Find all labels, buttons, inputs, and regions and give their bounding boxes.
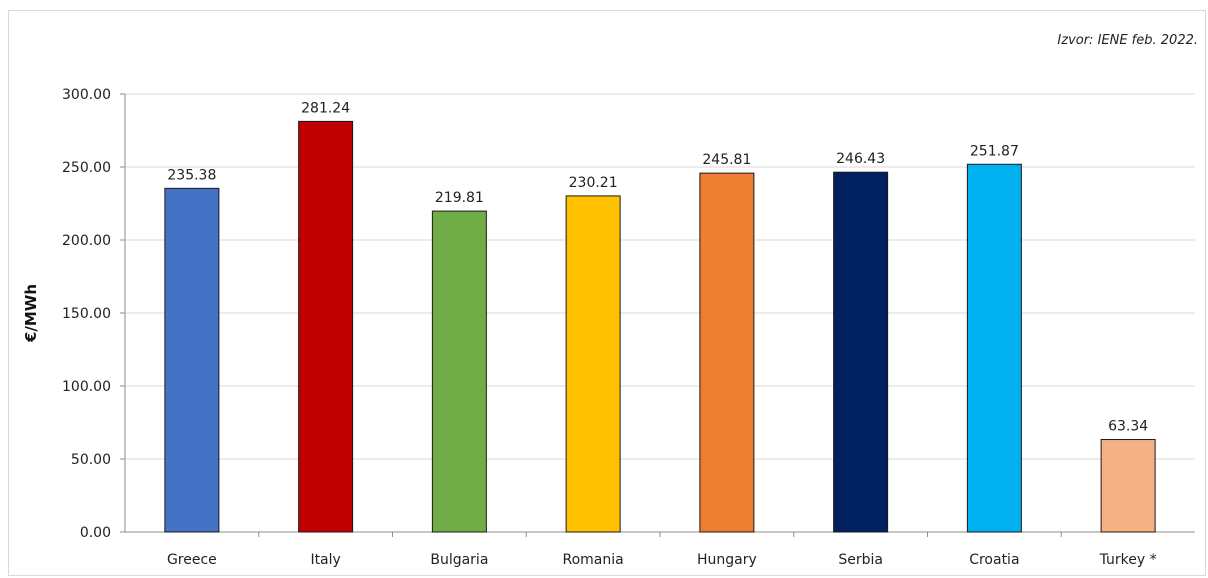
category-label: Turkey *	[1099, 552, 1157, 568]
data-label: 246.43	[836, 151, 885, 167]
y-tick-label: 300.00	[62, 87, 111, 103]
y-axis-ticks: 0.00 50.00 100.00 150.00 200.00 250.00 300.00	[62, 87, 111, 541]
data-label: 219.81	[435, 190, 484, 206]
data-label: 230.21	[569, 175, 618, 191]
x-axis-categories: Greece Italy Bulgaria Romania Hungary Serbia C…	[167, 552, 1157, 568]
data-label: 251.87	[970, 143, 1019, 159]
y-tick-label: 100.00	[62, 379, 111, 395]
data-label: 63.34	[1108, 419, 1148, 435]
y-tick-label: 150.00	[62, 306, 111, 322]
category-label: Hungary	[697, 552, 757, 568]
category-label: Croatia	[969, 552, 1019, 568]
y-axis-label: €/MWh	[22, 284, 40, 343]
data-label: 235.38	[167, 167, 216, 183]
bar	[699, 172, 755, 533]
bar	[833, 171, 889, 533]
bars	[164, 120, 1156, 533]
data-labels: 235.38 281.24 219.81 230.21 245.81 246.43 251.…	[167, 100, 1148, 434]
bar	[164, 187, 220, 533]
y-tick-label: 0.00	[80, 525, 111, 541]
category-label: Greece	[167, 552, 217, 568]
data-label: 245.81	[702, 152, 751, 168]
bar	[966, 163, 1022, 533]
category-label: Serbia	[838, 552, 883, 568]
gridlines	[120, 93, 1195, 537]
bar	[565, 195, 621, 533]
category-label: Romania	[563, 552, 624, 568]
bar	[431, 210, 487, 533]
bar	[1100, 439, 1156, 533]
category-label: Bulgaria	[430, 552, 488, 568]
y-tick-label: 200.00	[62, 233, 111, 249]
category-label: Italy	[310, 552, 340, 568]
source-note: Izvor: IENE feb. 2022.	[1057, 33, 1198, 48]
y-tick-label: 250.00	[62, 160, 111, 176]
data-label: 281.24	[301, 100, 350, 116]
bar	[298, 120, 354, 533]
y-tick-label: 50.00	[71, 452, 111, 468]
